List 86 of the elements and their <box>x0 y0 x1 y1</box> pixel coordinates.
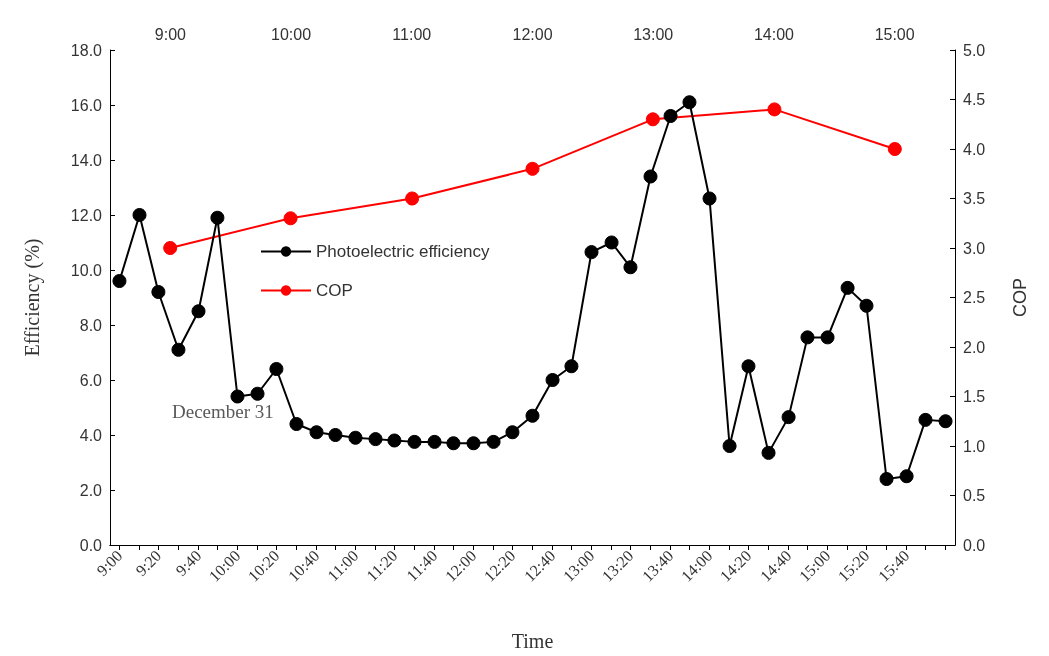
y-tick-label: 2.0 <box>79 481 103 499</box>
y-tick-label: 14.0 <box>70 151 103 169</box>
point <box>407 434 422 449</box>
point <box>191 304 206 319</box>
point <box>486 434 501 449</box>
point <box>525 161 540 176</box>
y-tick-label: 18.0 <box>70 41 103 59</box>
point <box>283 211 298 226</box>
x-axis-title: Time <box>511 630 554 652</box>
point <box>387 433 402 448</box>
point <box>309 425 324 440</box>
y-tick-label: 0.0 <box>79 536 103 554</box>
x2-tick-label: 11:00 <box>392 25 432 43</box>
point <box>643 169 658 184</box>
point <box>328 428 343 442</box>
point <box>269 362 284 376</box>
point <box>722 439 737 453</box>
y-axis-title: Efficiency (%) <box>21 238 44 357</box>
point <box>663 109 678 123</box>
point <box>230 389 245 404</box>
legend-label: COP <box>316 281 353 300</box>
y-tick-label: 10.0 <box>70 261 103 279</box>
y2-tick-label: 3.5 <box>963 190 986 207</box>
point <box>887 142 902 156</box>
y-tick-label: 4.0 <box>79 426 103 444</box>
point <box>348 430 363 445</box>
x2-tick-label: 13:00 <box>633 25 674 43</box>
x-tick-label: 9:20 <box>132 546 165 580</box>
point <box>623 260 638 275</box>
y2-tick-label: 0.0 <box>963 536 986 554</box>
point <box>879 472 894 486</box>
y2-tick-label: 5.0 <box>963 41 986 59</box>
point <box>210 210 225 225</box>
point <box>859 298 874 313</box>
y2-tick-label: 2.0 <box>963 338 986 356</box>
point <box>505 425 520 440</box>
x2-tick-label: 15:00 <box>874 25 915 43</box>
point <box>702 191 717 206</box>
y2-tick-label: 4.5 <box>963 91 986 108</box>
point <box>250 386 265 401</box>
annotation: December 31 <box>172 401 274 422</box>
point <box>584 245 599 260</box>
x2-tick-label: 14:00 <box>753 25 795 43</box>
point <box>820 330 835 345</box>
y2-tick-label: 1.5 <box>963 388 986 405</box>
point <box>151 285 166 299</box>
point <box>840 280 855 295</box>
y-tick-label: 12.0 <box>70 206 103 224</box>
point <box>368 432 383 447</box>
point <box>466 436 481 451</box>
point <box>767 102 782 117</box>
point <box>800 330 815 345</box>
point <box>781 410 796 425</box>
y2-tick-label: 3.0 <box>963 239 986 257</box>
point <box>682 95 697 110</box>
point <box>918 412 933 427</box>
point <box>132 208 147 222</box>
x-tick-label: 9:40 <box>172 546 205 580</box>
y2-tick-label: 4.0 <box>963 140 986 158</box>
point <box>171 342 186 357</box>
y2-axis-title: COP <box>1010 277 1030 318</box>
point <box>289 417 304 431</box>
point <box>604 235 619 250</box>
point <box>938 414 953 429</box>
point <box>112 274 127 288</box>
y2-tick-label: 2.5 <box>963 289 986 306</box>
legend-label: Photoelectric efficiency <box>316 242 491 261</box>
point <box>405 191 420 206</box>
point <box>545 373 560 387</box>
x2-tick-label: 12:00 <box>512 25 553 43</box>
y2-tick-label: 1.0 <box>963 437 986 455</box>
point <box>761 445 776 460</box>
y-tick-label: 16.0 <box>70 96 103 114</box>
y-tick-label: 8.0 <box>79 316 103 334</box>
x2-tick-label: 9:00 <box>154 25 187 43</box>
point <box>899 469 914 484</box>
point <box>446 436 461 451</box>
point <box>163 241 178 255</box>
y-tick-label: 6.0 <box>79 371 103 389</box>
x2-tick-label: 10:00 <box>271 25 312 43</box>
point <box>564 359 579 374</box>
point <box>525 408 540 423</box>
y2-tick-label: 0.5 <box>963 487 986 504</box>
point <box>427 434 442 449</box>
point <box>645 112 660 127</box>
point <box>741 359 756 374</box>
